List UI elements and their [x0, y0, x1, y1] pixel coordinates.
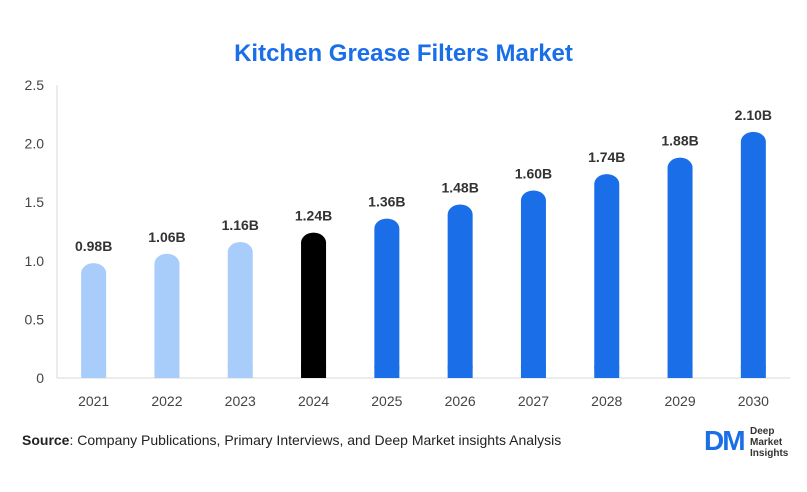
source-note: Source: Company Publications, Primary In…	[22, 432, 561, 448]
logo-mark: DM	[704, 425, 746, 456]
y-tick-label: 0	[36, 370, 44, 386]
logo-line-3: Insights	[750, 448, 789, 459]
bar-base	[374, 366, 400, 378]
chart-title: Kitchen Grease Filters Market	[234, 40, 573, 67]
data-label: 2.10B	[735, 107, 772, 123]
x-tick-label: 2030	[738, 393, 769, 409]
data-label: 1.60B	[515, 165, 552, 181]
bar	[301, 232, 327, 378]
y-tick-label: 2.5	[25, 77, 45, 93]
x-tick-label: 2025	[371, 393, 402, 409]
y-tick-label: 2.0	[25, 136, 45, 152]
logo-text: Deep Market Insights	[750, 426, 788, 459]
data-label: 1.16B	[222, 217, 259, 233]
bar	[667, 157, 693, 378]
bar	[154, 253, 180, 378]
data-label: 1.36B	[368, 194, 405, 210]
bar	[81, 263, 107, 378]
x-tick-label: 2024	[298, 393, 329, 409]
company-logo: DM Deep Market Insights	[704, 424, 794, 460]
bar-base	[447, 366, 473, 378]
bar-base	[594, 366, 620, 378]
data-label: 1.48B	[441, 180, 478, 196]
bar-base	[520, 366, 546, 378]
x-tick-label: 2023	[225, 393, 256, 409]
x-tick-label: 2028	[591, 393, 622, 409]
data-label: 1.24B	[295, 208, 332, 224]
x-tick-label: 2026	[445, 393, 476, 409]
bar	[374, 218, 400, 378]
bar	[447, 204, 473, 378]
bar	[740, 131, 766, 378]
bar-base	[740, 366, 766, 378]
data-label: 1.74B	[588, 149, 625, 165]
source-label: Source	[22, 432, 70, 448]
x-tick-label: 2027	[518, 393, 549, 409]
data-label: 0.98B	[75, 238, 112, 254]
y-tick-label: 0.5	[25, 311, 45, 327]
y-tick-label: 1.0	[25, 253, 45, 269]
y-tick-label: 1.5	[25, 194, 45, 210]
x-tick-label: 2021	[78, 393, 109, 409]
data-label: 1.06B	[148, 229, 185, 245]
bar	[594, 174, 620, 378]
x-tick-label: 2029	[664, 393, 695, 409]
bar-base	[154, 366, 180, 378]
bar	[227, 242, 253, 378]
x-tick-label: 2022	[151, 393, 182, 409]
logo-line-1: Deep	[750, 426, 775, 437]
bar	[520, 190, 546, 378]
source-text: : Company Publications, Primary Intervie…	[69, 432, 562, 448]
bar-base	[301, 366, 327, 378]
bar-base	[227, 366, 253, 378]
logo-line-2: Market	[750, 437, 783, 448]
bar-base	[667, 366, 693, 378]
bar-base	[81, 366, 107, 378]
data-label: 1.88B	[661, 133, 698, 149]
